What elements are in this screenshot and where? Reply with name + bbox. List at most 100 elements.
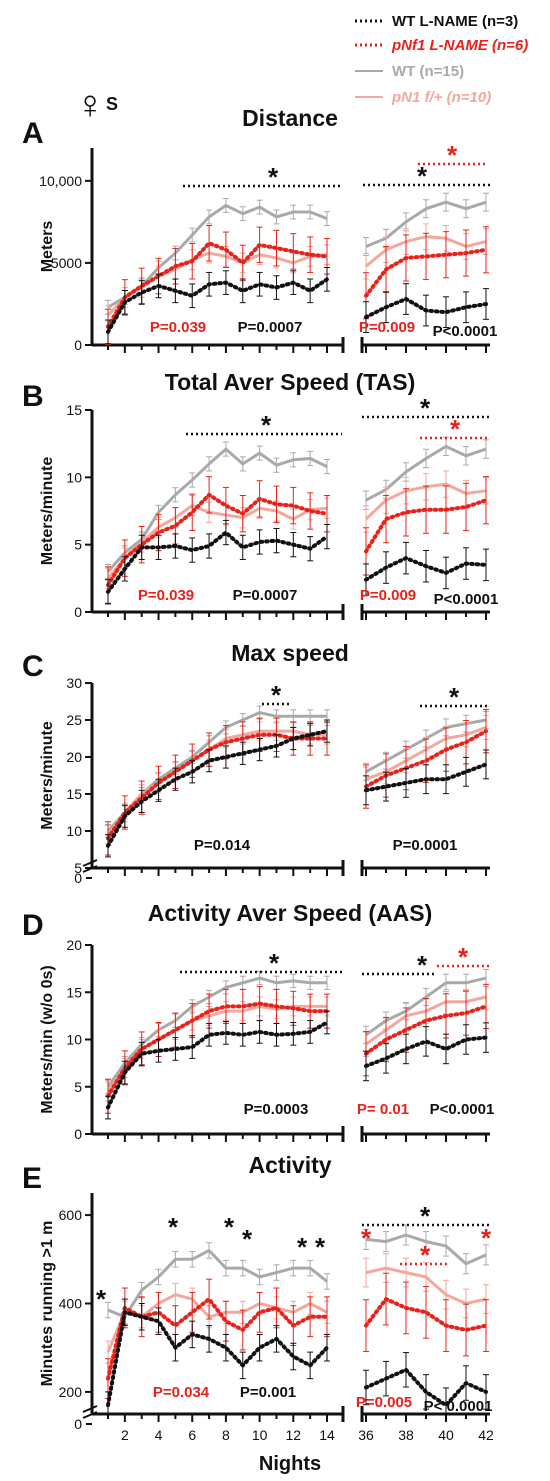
series-wt-lname <box>105 719 489 858</box>
y-tick-label: 0 <box>74 337 82 353</box>
panel-title: Activity <box>248 1152 331 1178</box>
series-line <box>106 492 329 588</box>
significance-star: * <box>269 948 280 978</box>
series-line <box>106 976 327 1088</box>
series-line <box>364 247 488 298</box>
panel-title: Max speed <box>231 640 349 666</box>
y-tick-label: 15 <box>66 786 82 802</box>
series-line <box>106 1001 329 1099</box>
y-axis-label: Meters/minute <box>39 457 56 566</box>
series-line <box>106 447 328 573</box>
x-tick-label: 40 <box>438 1427 454 1443</box>
series-wt-lname <box>105 1010 489 1120</box>
series-line <box>107 204 328 309</box>
series-pnf1-lname <box>105 1272 489 1400</box>
y-tick-label: 5 <box>74 1079 82 1095</box>
x-axis-title: Nights <box>259 1453 321 1475</box>
panel-letter: A <box>22 117 44 150</box>
significance-star: * <box>96 1284 107 1314</box>
x-tick-label: 10 <box>252 1427 268 1443</box>
y-tick-label: 15 <box>66 402 82 418</box>
chart-panel-e: E Activity Minutes running >1 m 0 200 400 600 2… <box>22 1152 494 1443</box>
x-tick-label: 4 <box>155 1427 163 1443</box>
series-line <box>107 1249 328 1319</box>
series-line <box>106 277 329 334</box>
y-tick-label: 10 <box>66 823 82 839</box>
significance-star: * <box>417 950 428 980</box>
y-tick-label: 5000 <box>51 255 82 271</box>
series-line <box>364 762 488 793</box>
series-pnf1-lname <box>105 224 489 346</box>
significance-star: * <box>458 942 469 972</box>
chart-panel-a: A Distance Meters 0 5000 10,000 * * * P=0.039 P=0.… <box>22 105 497 353</box>
y-axis-label: Minutes running >1 m <box>39 1221 56 1387</box>
series-line <box>106 530 329 594</box>
legend-label-pnf1-lname: pNf1 L-NAME (n=6) <box>391 37 528 54</box>
panel-title: Activity Aver Speed (AAS) <box>148 900 433 926</box>
series-wt <box>105 968 489 1094</box>
series-line <box>364 556 488 582</box>
p-value-label: P=0.009 <box>359 319 415 336</box>
significance-star: * <box>261 410 272 440</box>
y-tick-label: 20 <box>66 937 82 953</box>
significance-star: * <box>420 1201 431 1231</box>
y-tick-label: 0 <box>74 604 82 620</box>
series-line <box>364 1004 488 1056</box>
significance-star: * <box>271 680 282 710</box>
y-axis-break <box>82 865 98 873</box>
series-wt-lname <box>105 519 489 605</box>
y-axis-break <box>82 1405 98 1413</box>
x-tick-label: 6 <box>188 1427 196 1443</box>
significance-star: * <box>450 414 461 444</box>
y-tick-label: 10 <box>66 469 82 485</box>
significance-star: * <box>242 1224 253 1254</box>
y-tick-label: 10,000 <box>39 173 82 189</box>
series-pnf1-lname <box>105 983 489 1114</box>
panel-title: Total Aver Speed (TAS) <box>165 369 415 395</box>
panel-letter: B <box>22 380 44 413</box>
legend-label-pn1: pN1 f/+ (n=10) <box>391 89 491 106</box>
p-value-label: P= 0.01 <box>357 1101 409 1118</box>
p-value-label: P=0.0007 <box>233 587 298 604</box>
series-line <box>106 241 329 329</box>
panel-letter: C <box>22 650 44 683</box>
y-tick-label: 0 <box>74 1126 82 1142</box>
legend-label-wt: WT (n=15) <box>392 63 464 80</box>
y-tick-label: 5 <box>74 537 82 553</box>
series-line <box>106 1310 329 1408</box>
y-tick-label: 25 <box>66 712 82 728</box>
y-tick-label: 10 <box>66 1032 82 1048</box>
series-line <box>364 1367 488 1408</box>
significance-star: * <box>168 1212 179 1242</box>
significance-star: * <box>297 1232 308 1262</box>
y-axis-label: Meters <box>39 221 56 273</box>
p-value-label: P<0.0001 <box>433 323 498 340</box>
significance-star: * <box>449 682 460 712</box>
legend-label-wt-lname: WT L-NAME (n=3) <box>392 13 518 30</box>
p-value-label: P< 0.0001 <box>424 1398 493 1415</box>
series-line <box>106 729 329 848</box>
x-tick-label: 8 <box>222 1427 230 1443</box>
y-tick-label: 15 <box>66 984 82 1000</box>
series-pnf1-lname <box>105 476 489 604</box>
series-line <box>106 732 329 841</box>
p-value-label: P=0.014 <box>194 837 251 854</box>
series-line <box>364 297 488 320</box>
x-tick-label: 38 <box>398 1427 414 1443</box>
y-tick-label: 30 <box>66 675 82 691</box>
p-value-label: P=0.039 <box>150 319 206 336</box>
significance-star: * <box>361 1223 372 1253</box>
significance-star: * <box>481 1223 492 1253</box>
significance-star: * <box>224 1212 235 1242</box>
y-tick-label: 600 <box>59 1207 83 1223</box>
chart-panel-d: D Activity Aver Speed (AAS) Meters/min (w/… <box>22 900 494 1142</box>
y-axis-break <box>82 1411 98 1419</box>
y-axis-label: Meters/min (w/o 0s) <box>39 965 56 1113</box>
x-tick-label: 36 <box>358 1427 374 1443</box>
p-value-label: P=0.005 <box>356 1394 412 1411</box>
y-axis-break <box>82 859 98 867</box>
y-tick-label: 0 <box>74 1416 82 1432</box>
sex-label: S <box>106 94 118 114</box>
p-value-label: P=0.0007 <box>238 319 303 336</box>
